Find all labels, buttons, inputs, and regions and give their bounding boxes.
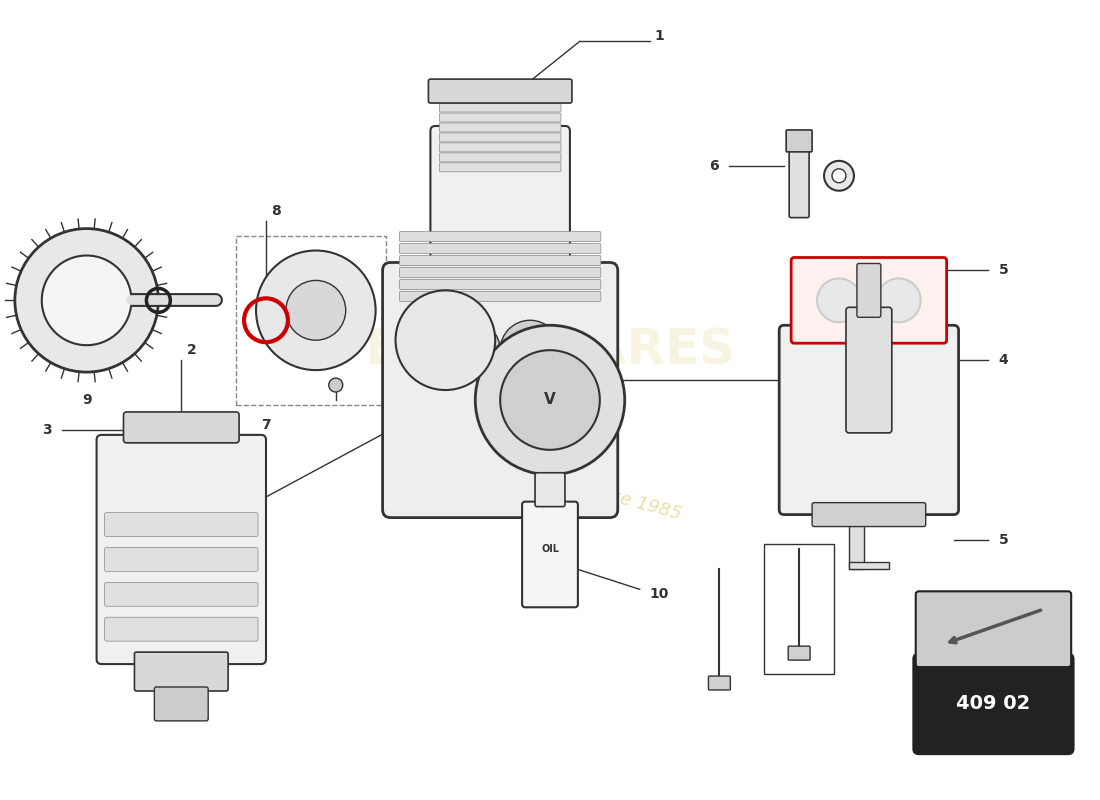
Text: 409 02: 409 02 [956,694,1031,714]
Text: 2: 2 [186,343,196,357]
FancyBboxPatch shape [399,243,601,254]
Circle shape [832,169,846,182]
Text: 7: 7 [261,418,271,432]
Circle shape [824,161,854,190]
Text: V: V [544,393,556,407]
Circle shape [500,320,560,380]
Circle shape [15,229,158,372]
Circle shape [817,278,861,322]
Text: 1: 1 [654,30,664,43]
Bar [764,545,834,674]
FancyBboxPatch shape [791,258,947,343]
Text: 8: 8 [271,204,281,218]
Bar [849,562,889,570]
FancyBboxPatch shape [399,279,601,290]
FancyBboxPatch shape [535,473,565,506]
FancyBboxPatch shape [789,646,810,660]
Bar [849,525,864,570]
FancyBboxPatch shape [154,687,208,721]
Bar [236,235,386,405]
Circle shape [500,350,600,450]
Circle shape [396,290,495,390]
FancyBboxPatch shape [846,307,892,433]
FancyBboxPatch shape [399,267,601,278]
FancyBboxPatch shape [439,103,561,112]
FancyBboxPatch shape [915,591,1071,667]
FancyBboxPatch shape [104,582,258,606]
Circle shape [286,281,345,340]
FancyBboxPatch shape [812,502,926,526]
FancyBboxPatch shape [104,513,258,537]
FancyBboxPatch shape [383,262,618,518]
FancyBboxPatch shape [439,153,561,162]
FancyBboxPatch shape [428,79,572,103]
FancyBboxPatch shape [104,618,258,641]
FancyBboxPatch shape [439,143,561,152]
Text: a passion for parts since 1985: a passion for parts since 1985 [417,436,683,523]
Circle shape [256,250,375,370]
FancyBboxPatch shape [439,123,561,132]
FancyBboxPatch shape [439,163,561,172]
FancyBboxPatch shape [857,263,881,318]
Text: 9: 9 [81,393,91,407]
FancyBboxPatch shape [789,144,810,218]
FancyBboxPatch shape [439,113,561,122]
FancyBboxPatch shape [399,231,601,242]
FancyBboxPatch shape [779,326,958,514]
FancyBboxPatch shape [786,130,812,152]
FancyBboxPatch shape [914,654,1074,754]
Circle shape [440,320,500,380]
Text: EUROSPARES: EUROSPARES [364,326,736,374]
Circle shape [877,278,921,322]
FancyBboxPatch shape [708,676,730,690]
Circle shape [475,326,625,474]
FancyBboxPatch shape [399,291,601,302]
FancyBboxPatch shape [522,502,578,607]
Circle shape [42,255,132,345]
FancyBboxPatch shape [439,133,561,142]
Text: 5: 5 [999,533,1009,546]
FancyBboxPatch shape [430,126,570,315]
Text: 4: 4 [999,353,1009,367]
Text: 5: 5 [999,263,1009,278]
Text: 10: 10 [650,587,669,602]
Circle shape [329,378,343,392]
FancyBboxPatch shape [134,652,228,691]
Text: OIL: OIL [541,545,559,554]
FancyBboxPatch shape [399,255,601,266]
FancyBboxPatch shape [97,435,266,664]
FancyBboxPatch shape [104,547,258,571]
Text: 6: 6 [710,159,719,173]
FancyBboxPatch shape [123,412,239,443]
Polygon shape [420,310,580,390]
Text: 3: 3 [42,423,52,437]
